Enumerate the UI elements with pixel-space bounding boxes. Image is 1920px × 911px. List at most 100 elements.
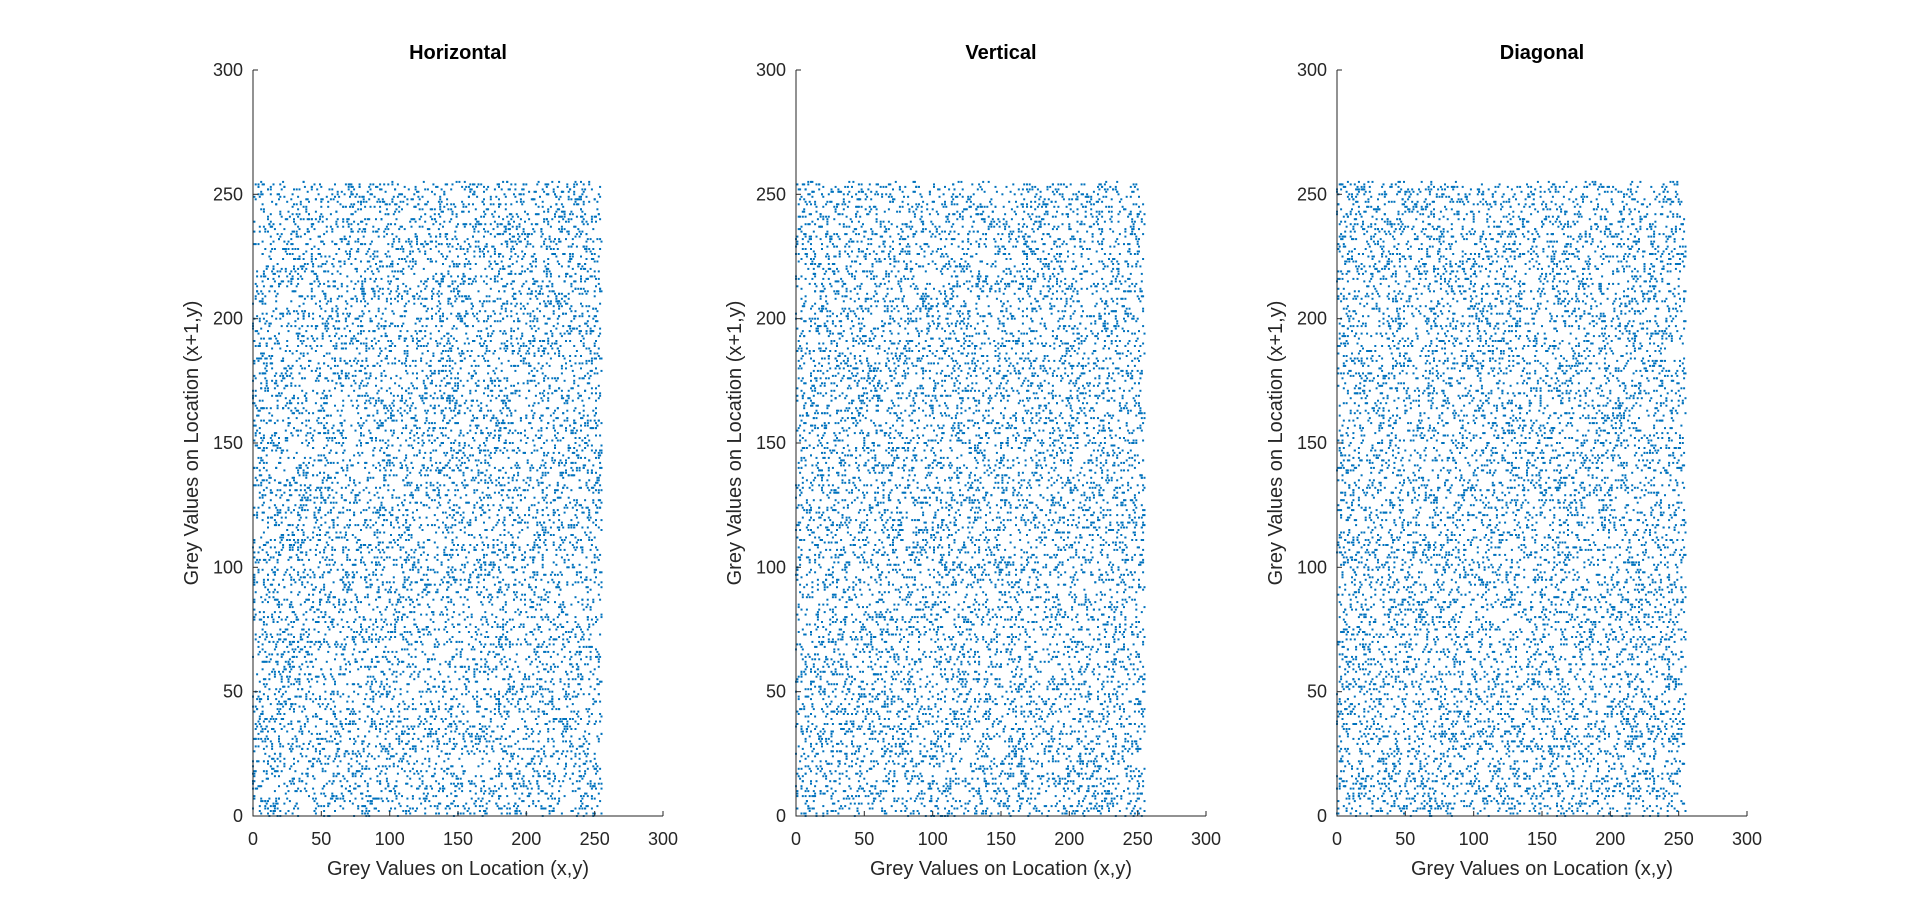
scatter-point xyxy=(484,812,487,815)
scatter-point xyxy=(444,494,447,497)
scatter-point xyxy=(518,394,521,397)
scatter-point xyxy=(496,447,499,449)
scatter-point xyxy=(331,553,334,556)
scatter-point xyxy=(387,800,390,803)
scatter-point xyxy=(385,461,388,464)
scatter-point xyxy=(395,780,398,783)
scatter-point xyxy=(582,638,585,641)
scatter-point xyxy=(324,263,327,265)
scatter-point xyxy=(454,519,457,522)
scatter-point xyxy=(466,456,469,459)
scatter-point xyxy=(391,245,394,248)
scatter-point xyxy=(588,509,591,512)
scatter-point xyxy=(495,479,498,482)
scatter-point xyxy=(563,506,566,509)
scatter-point xyxy=(425,280,428,283)
scatter-point xyxy=(524,496,526,499)
scatter-point xyxy=(545,285,548,288)
scatter-point xyxy=(582,466,585,469)
scatter-point xyxy=(272,240,275,243)
scatter-point xyxy=(409,747,412,750)
scatter-point xyxy=(548,772,551,775)
scatter-point xyxy=(580,180,582,183)
scatter-point xyxy=(566,673,569,676)
scatter-point xyxy=(293,310,295,313)
scatter-point xyxy=(560,203,563,206)
scatter-point xyxy=(519,198,522,201)
scatter-point xyxy=(413,556,416,559)
scatter-point xyxy=(439,317,442,320)
scatter-point xyxy=(370,437,373,439)
scatter-point xyxy=(297,258,300,260)
scatter-point xyxy=(301,688,304,691)
scatter-point xyxy=(377,755,380,758)
scatter-point xyxy=(570,429,573,432)
scatter-point xyxy=(573,419,576,422)
scatter-point xyxy=(522,200,525,203)
scatter-point xyxy=(388,556,391,559)
scatter-point xyxy=(547,337,550,340)
scatter-point xyxy=(578,770,581,773)
scatter-point xyxy=(291,546,294,549)
scatter-point xyxy=(409,484,412,487)
scatter-point xyxy=(342,653,345,656)
scatter-point xyxy=(462,275,465,278)
scatter-point xyxy=(258,409,261,412)
scatter-point xyxy=(466,658,469,661)
scatter-point xyxy=(411,568,414,571)
scatter-point xyxy=(401,270,403,273)
scatter-point xyxy=(331,263,334,265)
scatter-point xyxy=(325,195,328,198)
scatter-point xyxy=(373,419,376,422)
scatter-point xyxy=(391,720,394,723)
scatter-point xyxy=(429,215,432,218)
scatter-point xyxy=(391,260,394,263)
scatter-point xyxy=(451,698,454,701)
scatter-point xyxy=(476,544,479,546)
scatter-point xyxy=(347,377,350,380)
scatter-point xyxy=(370,683,373,686)
scatter-point xyxy=(462,516,465,519)
scatter-point xyxy=(287,742,290,745)
scatter-point xyxy=(334,404,336,407)
scatter-point xyxy=(325,218,328,221)
scatter-point xyxy=(551,703,554,706)
scatter-point xyxy=(385,519,388,522)
scatter-point xyxy=(457,782,459,785)
scatter-point xyxy=(593,581,596,584)
scatter-point xyxy=(458,412,461,415)
scatter-point xyxy=(439,307,442,310)
scatter-point xyxy=(260,382,263,385)
scatter-point xyxy=(446,374,449,377)
scatter-point xyxy=(294,290,297,293)
scatter-point xyxy=(595,422,597,425)
scatter-point xyxy=(489,399,492,402)
scatter-point xyxy=(574,407,577,410)
scatter-point xyxy=(358,539,361,541)
scatter-point xyxy=(332,710,335,713)
scatter-point xyxy=(573,474,576,477)
scatter-point xyxy=(351,205,354,208)
scatter-point xyxy=(354,357,357,360)
scatter-point xyxy=(265,735,268,738)
scatter-point xyxy=(555,638,558,641)
scatter-point xyxy=(375,315,377,318)
scatter-point xyxy=(524,638,526,641)
scatter-point xyxy=(373,757,376,760)
scatter-point xyxy=(478,223,481,226)
scatter-point xyxy=(283,367,286,370)
scatter-point xyxy=(407,539,410,541)
scatter-point xyxy=(418,636,421,638)
scatter-point xyxy=(405,810,408,812)
scatter-point xyxy=(524,233,526,236)
scatter-point xyxy=(379,419,382,422)
scatter-point xyxy=(495,737,498,740)
scatter-point xyxy=(339,265,342,268)
scatter-point xyxy=(343,648,346,651)
scatter-point xyxy=(433,767,436,770)
scatter-point xyxy=(335,725,338,728)
scatter-point xyxy=(589,650,592,653)
scatter-point xyxy=(433,372,436,375)
scatter-point xyxy=(558,208,561,211)
scatter-point xyxy=(310,347,313,350)
